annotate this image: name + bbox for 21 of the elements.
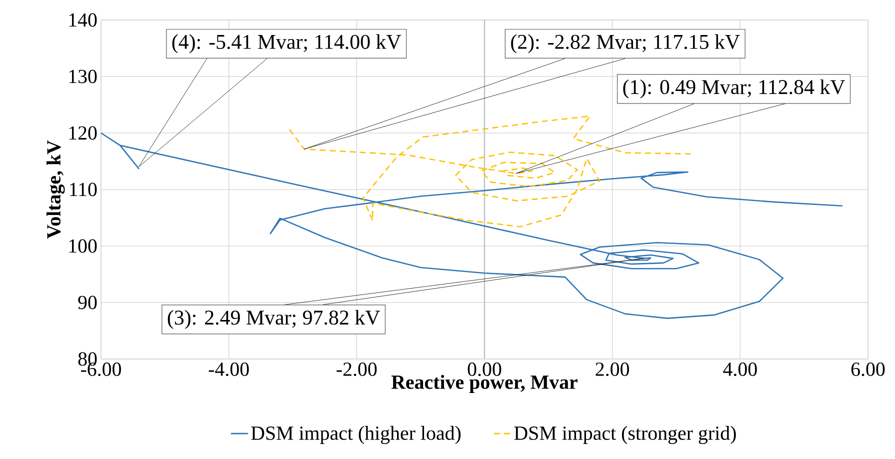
- y-tick-label: 140: [69, 13, 97, 27]
- legend-label: DSM impact (stronger grid): [514, 426, 736, 444]
- x-tick-label: 4.00: [723, 362, 757, 376]
- x-tick-label: -4.00: [208, 362, 249, 376]
- line-series: [288, 115, 694, 228]
- legend-label: DSM impact (higher load): [251, 426, 461, 444]
- y-tick-label: 130: [69, 70, 97, 84]
- x-tick-label: 2.00: [596, 362, 630, 376]
- annotation: (4): -5.41 Mvar; 114.00 kV: [172, 34, 402, 54]
- x-axis-title: Reactive power, Mvar: [391, 374, 578, 393]
- x-tick-label: -2.00: [336, 362, 377, 376]
- annotation: (1): 0.49 Mvar; 112.84 kV: [623, 79, 846, 98]
- x-tick-label: 6.00: [851, 362, 885, 376]
- y-axis-title: Voltage, kV: [46, 140, 65, 239]
- annotation: (3): 2.49 Mvar; 97.82 kV: [168, 310, 380, 329]
- y-tick-label: 110: [70, 182, 97, 196]
- y-tick-label: 100: [69, 239, 97, 253]
- x-tick-label: 0.00: [468, 362, 502, 376]
- y-tick-label: 120: [69, 126, 97, 140]
- annotation: (2): -2.82 Mvar; 117.15 kV: [511, 34, 740, 54]
- y-tick-label: 90: [78, 296, 97, 310]
